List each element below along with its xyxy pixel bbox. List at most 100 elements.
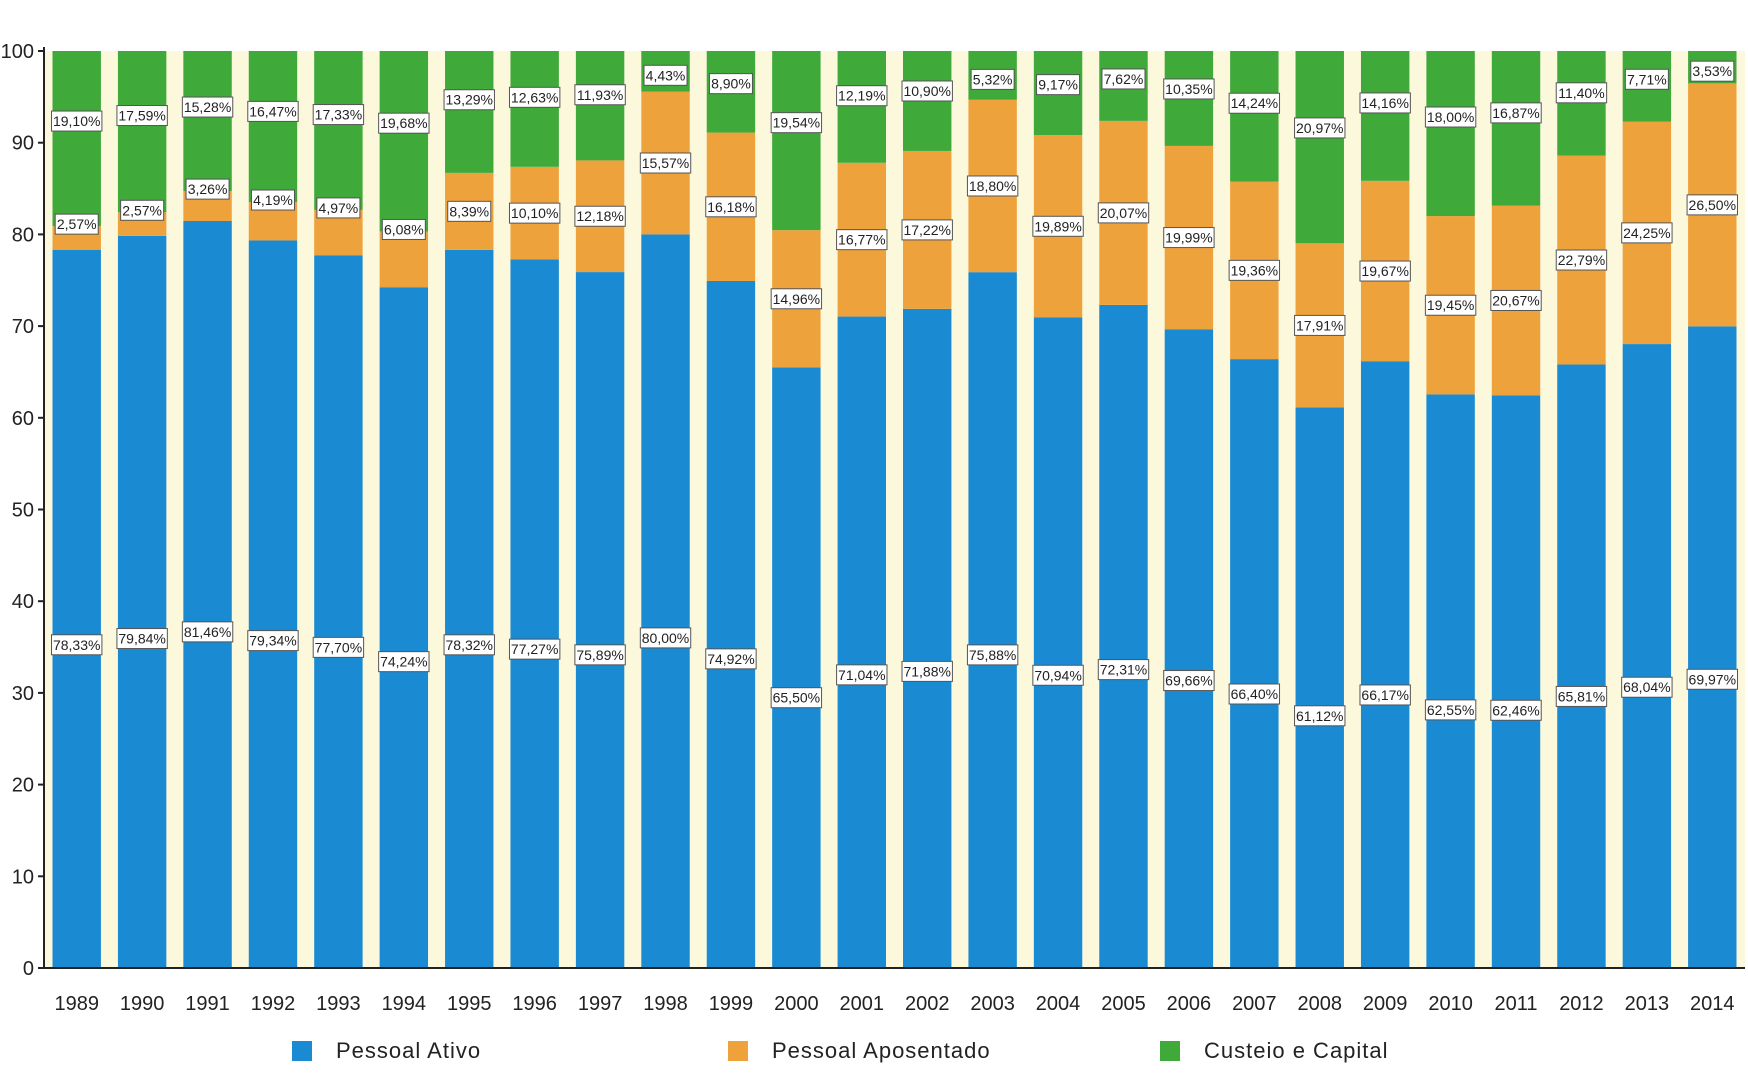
- data-label-text: 3,26%: [188, 181, 228, 197]
- data-label-box: [116, 105, 168, 127]
- data-label-text: 19,36%: [1231, 262, 1278, 278]
- data-label-1-2006: 19,99%: [1163, 227, 1215, 249]
- data-label-box: [1163, 227, 1215, 249]
- data-label-text: 4,43%: [646, 67, 686, 83]
- data-label-box: [312, 636, 365, 658]
- data-label-box: [708, 73, 753, 95]
- data-label-2-1995: 13,29%: [443, 89, 495, 111]
- plot-background: [44, 51, 1745, 968]
- bar-segment-2-1991: [183, 51, 232, 192]
- data-label-text: 8,90%: [711, 76, 751, 92]
- data-label-text: 19,45%: [1427, 297, 1474, 313]
- data-label-2-2007: 14,24%: [1228, 92, 1281, 114]
- data-label-box: [1624, 68, 1669, 90]
- data-label-0-2005: 72,31%: [1097, 659, 1150, 681]
- data-label-0-1994: 74,24%: [378, 651, 430, 673]
- bar-segment-0-1998: [641, 234, 690, 968]
- bar-segment-2-2007: [1230, 51, 1279, 182]
- bar-segment-0-2010: [1426, 394, 1475, 968]
- data-label-box: [443, 89, 495, 111]
- data-label-box: [1228, 259, 1281, 281]
- data-label-0-2011: 62,46%: [1490, 699, 1542, 721]
- bar-segment-0-2003: [968, 272, 1017, 968]
- data-label-1-1993: 4,97%: [316, 197, 361, 219]
- data-label-box: [705, 196, 757, 218]
- data-label-2-1992: 16,47%: [247, 100, 299, 122]
- data-label-text: 74,92%: [707, 651, 754, 667]
- legend: Pessoal Ativo Pessoal Aposentado Custeio…: [0, 1038, 1748, 1068]
- data-label-2-2014: 3,53%: [1690, 60, 1735, 82]
- data-label-text: 10,10%: [511, 205, 558, 221]
- data-label-box: [1490, 699, 1542, 721]
- bar-segment-0-2013: [1622, 344, 1672, 968]
- data-label-box: [508, 638, 561, 660]
- data-label-text: 17,33%: [315, 107, 362, 123]
- data-label-box: [705, 648, 757, 670]
- x-tick-label-2007: 2007: [1232, 993, 1277, 1015]
- data-label-text: 4,97%: [319, 200, 359, 216]
- data-label-text: 72,31%: [1100, 662, 1147, 678]
- data-label-box: [508, 202, 561, 224]
- legend-swatch-custeio-capital: [1160, 1041, 1180, 1061]
- data-label-0-1989: 78,33%: [51, 634, 103, 656]
- data-label-text: 6,08%: [384, 221, 424, 237]
- data-label-text: 15,28%: [184, 99, 231, 115]
- data-label-text: 81,46%: [184, 624, 231, 640]
- data-label-text: 16,18%: [707, 199, 754, 215]
- data-label-box: [970, 68, 1015, 90]
- data-label-1-2003: 18,80%: [966, 175, 1019, 197]
- data-label-0-2002: 71,88%: [901, 660, 953, 682]
- x-tick-label-2012: 2012: [1559, 993, 1604, 1015]
- data-label-2-1991: 15,28%: [181, 96, 234, 118]
- data-label-text: 11,40%: [1558, 85, 1604, 101]
- x-tick-label-2006: 2006: [1167, 993, 1212, 1015]
- data-label-text: 9,17%: [1038, 77, 1078, 93]
- data-label-1-2009: 19,67%: [1359, 260, 1411, 282]
- data-label-text: 5,32%: [973, 71, 1013, 87]
- data-label-box: [247, 100, 299, 122]
- bar-segment-0-1990: [117, 235, 167, 969]
- data-label-box: [443, 634, 495, 656]
- bar-segment-0-2011: [1491, 395, 1541, 968]
- data-label-box: [1294, 117, 1346, 139]
- data-label-box: [1621, 676, 1673, 698]
- data-label-box: [1490, 289, 1542, 311]
- legend-label-pessoal-aposentado: Pessoal Aposentado: [772, 1038, 991, 1063]
- data-label-1-2007: 19,36%: [1228, 259, 1281, 281]
- bar-segment-0-2001: [837, 316, 886, 968]
- data-label-text: 17,59%: [118, 108, 165, 124]
- data-label-box: [770, 288, 823, 310]
- data-label-text: 78,33%: [53, 637, 100, 653]
- bar-segment-0-1992: [248, 240, 298, 968]
- x-tick-label-1996: 1996: [512, 993, 557, 1015]
- data-label-0-1991: 81,46%: [181, 621, 234, 643]
- data-label-0-2001: 71,04%: [836, 664, 888, 686]
- data-label-box: [639, 152, 692, 174]
- data-label-text: 20,97%: [1296, 120, 1343, 136]
- data-label-2-2006: 10,35%: [1163, 78, 1215, 100]
- data-label-box: [1032, 664, 1084, 686]
- bar-segment-0-2009: [1360, 361, 1410, 969]
- data-label-box: [1163, 78, 1215, 100]
- data-label-2-1990: 17,59%: [116, 105, 168, 127]
- data-label-0-2003: 75,88%: [966, 644, 1019, 666]
- data-label-text: 22,79%: [1558, 252, 1605, 268]
- x-tick-label-2013: 2013: [1625, 993, 1670, 1015]
- data-label-text: 8,39%: [449, 203, 489, 219]
- data-label-text: 19,99%: [1165, 230, 1212, 246]
- data-label-0-2009: 66,17%: [1359, 684, 1411, 706]
- data-label-2-2002: 10,90%: [901, 80, 953, 102]
- data-label-text: 16,87%: [1492, 105, 1539, 121]
- data-label-text: 2,57%: [122, 202, 162, 218]
- data-label-box: [1555, 685, 1608, 707]
- legend-swatch-pessoal-ativo: [292, 1041, 312, 1061]
- data-label-box: [51, 634, 103, 656]
- bar-segment-2-1992: [248, 51, 298, 203]
- data-label-text: 77,27%: [511, 641, 558, 657]
- bar-segment-2-2010: [1426, 51, 1475, 217]
- x-tick-label-1993: 1993: [316, 993, 361, 1015]
- data-label-box: [1490, 102, 1542, 124]
- x-tick-label-2004: 2004: [1036, 993, 1081, 1015]
- data-label-text: 2,57%: [57, 216, 97, 232]
